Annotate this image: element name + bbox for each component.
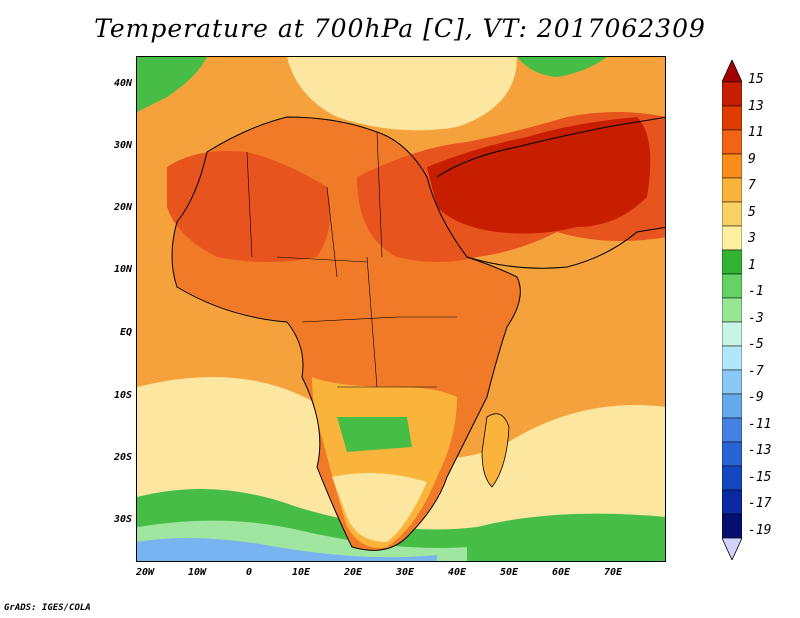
- colorbar-swatch: [722, 273, 742, 299]
- lon-label: 60E: [551, 567, 571, 578]
- arabia-very-hot: [427, 117, 651, 234]
- north-cold-patch: [517, 57, 607, 77]
- lon-label: 20W: [135, 567, 155, 578]
- colorbar-swatch: [722, 393, 742, 419]
- colorbar-swatch: [722, 345, 742, 371]
- lat-label: 30N: [113, 140, 132, 151]
- colorbar-top-arrow: [722, 60, 742, 83]
- color-scale-bar: [722, 60, 742, 560]
- colorbar-label: -7: [748, 363, 764, 379]
- lat-label: 10N: [113, 264, 132, 275]
- west-africa-hot: [167, 151, 331, 262]
- colorbar-swatch: [722, 369, 742, 395]
- map-canvas: [137, 57, 665, 561]
- colorbar-swatch: [722, 225, 742, 251]
- colorbar-swatch: [722, 81, 742, 107]
- colorbar-label: -5: [748, 337, 764, 352]
- mediterranean-mild: [287, 57, 517, 131]
- colorbar-swatch: [722, 129, 742, 155]
- colorbar-label: 7: [748, 178, 756, 193]
- colorbar-swatch: [722, 465, 742, 491]
- lon-label: 30E: [395, 567, 415, 578]
- colorbar-label: -3: [748, 310, 764, 326]
- lon-label: 10E: [291, 567, 311, 578]
- south-africa-yellow: [332, 473, 427, 542]
- lon-label: 20E: [343, 567, 363, 578]
- south-africa-green: [337, 417, 412, 452]
- colorbar-label: -11: [748, 416, 772, 432]
- lon-label: 0: [245, 567, 253, 578]
- colorbar-bottom-arrow: [722, 537, 742, 560]
- lon-label: 50E: [499, 567, 519, 578]
- colorbar-swatch: [722, 177, 742, 203]
- colorbar-swatch: [722, 105, 742, 131]
- colorbar-swatch: [722, 201, 742, 227]
- colorbar-swatch: [722, 417, 742, 443]
- colorbar-swatch: [722, 513, 742, 539]
- lon-label: 10W: [187, 567, 207, 578]
- africa-coastline: [171, 116, 521, 551]
- colorbar-label: -13: [748, 443, 772, 458]
- colorbar-swatch: [722, 441, 742, 467]
- colorbar-swatch: [722, 297, 742, 323]
- colorbar-label: -1: [748, 284, 764, 299]
- colorbar-label: -15: [748, 469, 772, 485]
- lon-label: 40E: [447, 567, 467, 578]
- arabia-coastline: [436, 116, 665, 178]
- colorbar-label: 11: [748, 125, 764, 140]
- north-atlantic-cold: [137, 57, 207, 112]
- lat-label: 40N: [113, 78, 132, 89]
- colorbar-label: 9: [748, 151, 756, 167]
- colorbar-label: 1: [748, 257, 756, 273]
- colorbar-label: -9: [748, 390, 764, 405]
- lat-label: 30S: [113, 514, 132, 525]
- colorbar-swatch: [722, 249, 742, 275]
- lon-label: 70E: [603, 567, 623, 578]
- colorbar-label: 13: [748, 98, 764, 114]
- country-borders: [246, 131, 457, 388]
- colorbar-swatch: [722, 321, 742, 347]
- colorbar-label: -17: [748, 496, 772, 511]
- colorbar-label: 3: [748, 231, 756, 246]
- colorbar-swatch: [722, 153, 742, 179]
- credit-text: GrADS: IGES/COLA: [4, 603, 91, 613]
- temperature-map: [136, 56, 666, 562]
- lat-label: EQ: [119, 327, 132, 338]
- colorbar-swatch: [722, 489, 742, 515]
- lat-label: 20S: [113, 452, 132, 463]
- madagascar: [481, 413, 510, 488]
- lat-label: 10S: [113, 390, 132, 401]
- lat-label: 20N: [113, 202, 132, 213]
- arabian-sea-coast: [466, 226, 665, 269]
- map-title: Temperature at 700hPa [C], VT: 201706230…: [94, 14, 706, 43]
- colorbar-label: -19: [748, 522, 772, 538]
- southern-blue-band: [137, 538, 437, 561]
- colorbar-label: 15: [748, 72, 764, 87]
- colorbar-label: 5: [748, 204, 756, 220]
